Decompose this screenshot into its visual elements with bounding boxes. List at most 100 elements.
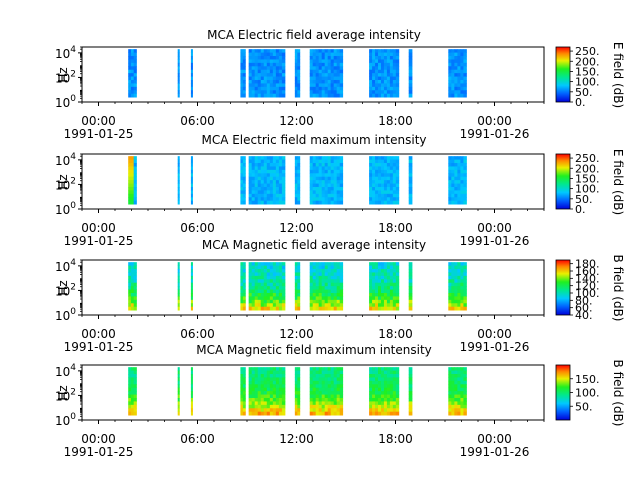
spectrogram-cell [457, 367, 461, 371]
spectrogram-cell [386, 387, 391, 392]
spectrogram-cell [463, 69, 467, 74]
spectrogram-cell [460, 73, 464, 77]
spectrogram-cell [327, 90, 332, 95]
spectrogram-cell [333, 86, 338, 91]
spectrogram-cell [177, 286, 180, 290]
spectrogram-cell [281, 408, 286, 413]
spectrogram-cell [133, 367, 137, 371]
spectrogram-cell [260, 186, 265, 191]
spectrogram-cell [457, 197, 461, 202]
spectrogram-cell [242, 292, 246, 297]
spectrogram-cell [309, 183, 314, 188]
spectrogram-cell [128, 387, 132, 392]
spectrogram-cell [130, 176, 135, 181]
spectrogram-cell [339, 169, 344, 174]
spectrogram-cell [294, 86, 298, 91]
spectrogram-cell [408, 265, 413, 270]
spectrogram-cell [254, 166, 259, 171]
spectrogram-cell [375, 306, 379, 311]
spectrogram-cell [278, 86, 283, 91]
spectrogram-cell [248, 163, 253, 167]
spectrogram-cell [263, 73, 268, 77]
spectrogram-cell [248, 193, 253, 198]
spectrogram-cell [294, 299, 298, 304]
spectrogram-cell [330, 169, 335, 174]
spectrogram-cell [392, 306, 397, 311]
spectrogram-cell [460, 397, 464, 402]
spectrogram-cell [281, 279, 286, 284]
spectrogram-cell [275, 193, 280, 198]
spectrogram-cell [266, 296, 271, 301]
spectrogram-cell [372, 292, 376, 297]
spectrogram-cell [177, 279, 180, 284]
spectrogram-cell [383, 90, 388, 95]
spectrogram-cell [297, 79, 301, 84]
spectrogram-cell [457, 265, 461, 270]
spectrogram-cell [312, 394, 317, 399]
spectrogram-cell [386, 370, 391, 375]
spectrogram-cell [177, 296, 180, 301]
spectrogram-cell [395, 411, 400, 416]
spectrogram-cell [389, 289, 394, 294]
spectrogram-cell [380, 62, 385, 67]
spectrogram-cell [281, 156, 286, 160]
spectrogram-cell [375, 173, 379, 178]
spectrogram-cell [318, 56, 323, 60]
spectrogram-cell [327, 296, 332, 301]
spectrogram-cell [383, 159, 388, 164]
spectrogram-cell [251, 197, 256, 202]
spectrogram-cell [451, 401, 455, 406]
spectrogram-cell [380, 404, 385, 409]
spectrogram-cell [318, 66, 323, 71]
spectrogram-cell [260, 173, 265, 178]
spectrogram-cell [395, 73, 400, 77]
spectrogram-cell [266, 262, 271, 266]
spectrogram-cell [324, 384, 329, 389]
spectrogram-cell [463, 180, 467, 184]
spectrogram-cell [389, 377, 394, 382]
spectrogram-cell [275, 374, 280, 378]
spectrogram-cell [266, 169, 271, 174]
spectrogram-cell [315, 173, 320, 178]
spectrogram-cell [330, 299, 335, 304]
spectrogram-cell [330, 370, 335, 375]
spectrogram-cell [269, 176, 274, 181]
spectrogram-cell [389, 367, 394, 371]
spectrogram-cell [275, 367, 280, 371]
spectrogram-cell [133, 76, 137, 81]
spectrogram-cell [457, 269, 461, 273]
spectrogram-cell [330, 166, 335, 171]
spectrogram-cell [281, 200, 286, 205]
spectrogram-cell [324, 286, 329, 290]
spectrogram-cell [324, 262, 329, 266]
spectrogram-cell [457, 384, 461, 389]
spectrogram-cell [315, 163, 320, 167]
spectrogram-cell [386, 384, 391, 389]
spectrogram-cell [372, 303, 376, 308]
spectrogram-cell [128, 262, 132, 266]
spectrogram-cell [128, 90, 132, 95]
spectrogram-cell [294, 159, 298, 164]
spectrogram-cell [463, 391, 467, 395]
spectrogram-cell [457, 190, 461, 195]
spectrogram-cell [272, 275, 277, 280]
spectrogram-cell [460, 166, 464, 171]
spectrogram-cell [369, 200, 373, 205]
spectrogram-cell [297, 166, 301, 171]
spectrogram-cell [266, 66, 271, 71]
spectrogram-cell [383, 156, 388, 160]
spectrogram-cell [269, 303, 274, 308]
spectrogram-cell [278, 69, 283, 74]
spectrogram-cell [242, 370, 246, 375]
spectrogram-cell [272, 93, 277, 98]
spectrogram-cell [383, 73, 388, 77]
spectrogram-cell [395, 52, 400, 57]
spectrogram-cell [460, 169, 464, 174]
spectrogram-cell [248, 269, 253, 273]
spectrogram-cell [369, 374, 373, 378]
spectrogram-cell [369, 262, 373, 266]
spectrogram-cell [312, 159, 317, 164]
spectrogram-cell [339, 404, 344, 409]
spectrogram-cell [177, 169, 180, 174]
